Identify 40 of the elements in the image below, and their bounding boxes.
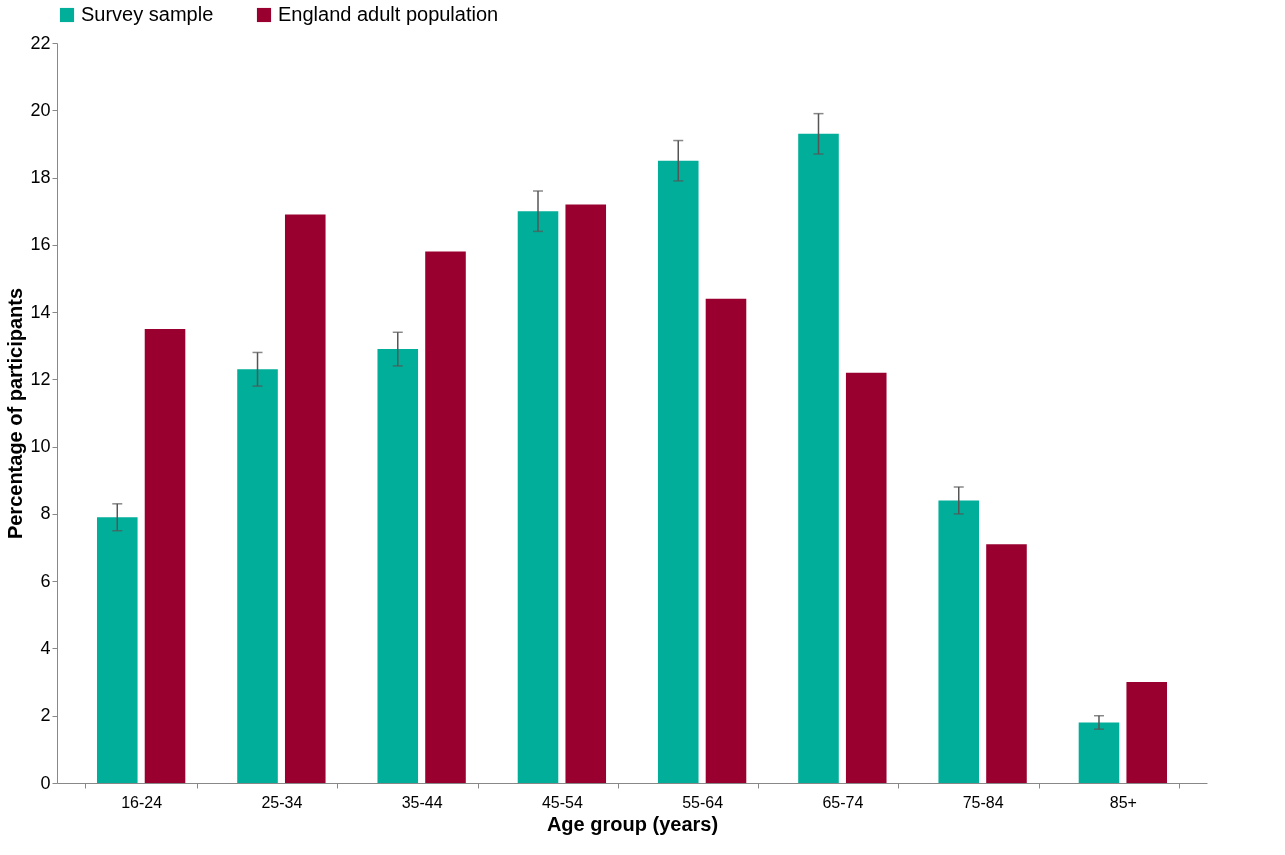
bar: [377, 349, 419, 783]
bar: [845, 372, 887, 783]
bar: [237, 369, 278, 783]
bar: [705, 298, 747, 783]
x-tick-label: 35-44: [401, 793, 443, 811]
bar: [96, 517, 138, 783]
bar: [657, 160, 699, 783]
legend-label: Survey sample: [81, 3, 214, 25]
y-tick-label: 0: [40, 772, 51, 793]
y-tick-label: 6: [40, 570, 51, 591]
x-tick-label: 75-84: [962, 793, 1004, 811]
bar: [986, 544, 1027, 783]
bar: [1126, 682, 1168, 783]
bar: [1078, 722, 1120, 783]
y-tick-label: 4: [40, 637, 51, 658]
y-tick-label: 2: [40, 705, 51, 726]
bar: [938, 500, 980, 783]
x-axis-title: Age group (years): [546, 812, 719, 835]
x-tick-label: 45-54: [541, 793, 583, 811]
bar: [517, 211, 559, 783]
y-tick-label: 20: [30, 99, 51, 120]
y-tick-label: 12: [30, 368, 51, 389]
y-tick-label: 8: [40, 503, 51, 524]
y-tick-label: 14: [30, 301, 51, 322]
x-tick-label: 55-64: [682, 793, 724, 811]
bar: [798, 133, 839, 783]
x-tick-label: 65-74: [822, 793, 864, 811]
legend-label: England adult population: [278, 3, 499, 25]
bar: [144, 328, 186, 783]
y-tick-label: 22: [30, 32, 51, 53]
bar: [565, 204, 607, 783]
y-axis-title: Percentage of participants: [4, 287, 27, 540]
y-tick-label: 18: [30, 167, 51, 188]
bar: [284, 214, 326, 783]
x-tick-label: 25-34: [261, 793, 303, 811]
y-tick-label: 16: [30, 234, 51, 255]
bar: [425, 251, 466, 783]
y-tick-label: 10: [30, 436, 51, 457]
x-tick-label: 16-24: [121, 793, 163, 811]
x-tick-label: 85+: [1109, 793, 1137, 811]
